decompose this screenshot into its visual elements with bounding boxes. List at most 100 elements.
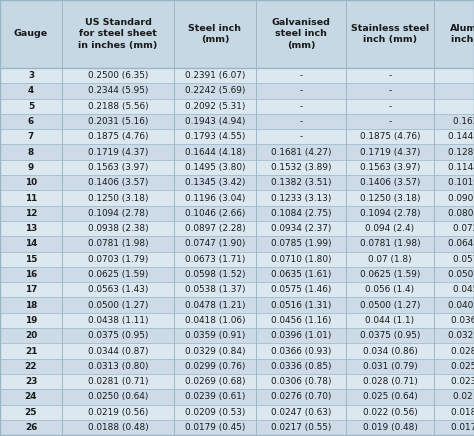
Text: 24: 24 [25,392,37,402]
Text: 0.017 (0.43): 0.017 (0.43) [451,423,474,432]
Text: 0.031 (0.79): 0.031 (0.79) [363,362,418,371]
Text: 0.0563 (1.43): 0.0563 (1.43) [88,285,148,294]
Text: 0.0500 (1.27): 0.0500 (1.27) [360,301,420,310]
Text: 0.1250 (3.18): 0.1250 (3.18) [360,194,420,203]
Bar [346,297,434,313]
Text: 10: 10 [25,178,37,187]
Bar [174,68,256,83]
Text: 0.1719 (4.37): 0.1719 (4.37) [360,148,420,157]
Text: 0.0247 (0.63): 0.0247 (0.63) [271,408,331,417]
Bar [434,0,474,68]
Bar [346,83,434,99]
Bar [346,114,434,129]
Bar [174,160,256,175]
Text: 17: 17 [25,285,37,294]
Text: -: - [300,117,302,126]
Bar [174,420,256,435]
Bar [434,344,474,359]
Bar [256,68,346,83]
Text: 13: 13 [25,224,37,233]
Bar [62,191,174,206]
Text: 0.1250 (3.18): 0.1250 (3.18) [88,194,148,203]
Bar [0,99,62,114]
Text: 0.0907 (2.30): 0.0907 (2.30) [448,194,474,203]
Text: 0.019 (0.48): 0.019 (0.48) [363,423,418,432]
Text: 0.0641 (1.63): 0.0641 (1.63) [448,239,474,249]
Text: 9: 9 [28,163,34,172]
Bar [174,313,256,328]
Bar [346,144,434,160]
Text: 16: 16 [25,270,37,279]
Text: 15: 15 [25,255,37,264]
Text: 0.07 (1.8): 0.07 (1.8) [368,255,412,264]
Text: 0.0366 (0.93): 0.0366 (0.93) [271,347,331,355]
Bar [0,328,62,344]
Bar [0,129,62,144]
Bar [434,206,474,221]
Text: 21: 21 [25,347,37,355]
Bar [174,344,256,359]
Text: 0.0313 (0.80): 0.0313 (0.80) [88,362,148,371]
Bar [174,374,256,389]
Text: 0.1875 (4.76): 0.1875 (4.76) [360,133,420,141]
Bar [346,129,434,144]
Bar [174,389,256,405]
Text: 0.0219 (0.56): 0.0219 (0.56) [88,408,148,417]
Text: 0.1875 (4.76): 0.1875 (4.76) [88,133,148,141]
Text: 0.1681 (4.27): 0.1681 (4.27) [271,148,331,157]
Bar [346,252,434,267]
Bar [256,252,346,267]
Bar [256,282,346,297]
Text: 0.0188 (0.48): 0.0188 (0.48) [88,423,148,432]
Bar [62,252,174,267]
Bar [62,374,174,389]
Bar [62,0,174,68]
Bar [434,374,474,389]
Text: 23: 23 [25,377,37,386]
Text: 0.0336 (0.85): 0.0336 (0.85) [271,362,331,371]
Text: 0.2391 (6.07): 0.2391 (6.07) [185,71,245,80]
Bar [62,389,174,405]
Bar [62,99,174,114]
Text: 7: 7 [28,133,34,141]
Bar [434,297,474,313]
Text: 0.1094 (2.78): 0.1094 (2.78) [360,209,420,218]
Text: 0.0418 (1.06): 0.0418 (1.06) [185,316,245,325]
Bar [62,313,174,328]
Bar [174,191,256,206]
Bar [256,206,346,221]
Bar [434,175,474,191]
Bar [174,267,256,282]
Bar [256,297,346,313]
Bar [434,420,474,435]
Bar [434,191,474,206]
Bar [434,68,474,83]
Bar [256,175,346,191]
Bar [174,206,256,221]
Text: 0.2031 (5.16): 0.2031 (5.16) [88,117,148,126]
Bar [346,405,434,420]
Bar [62,160,174,175]
Text: 0.1046 (2.66): 0.1046 (2.66) [185,209,245,218]
Text: 0.1285 (3.26): 0.1285 (3.26) [448,148,474,157]
Bar [346,344,434,359]
Bar [174,129,256,144]
Bar [62,68,174,83]
Bar [346,160,434,175]
Bar [0,374,62,389]
Text: 0.028 (0.71): 0.028 (0.71) [451,347,474,355]
Bar [346,175,434,191]
Bar [62,267,174,282]
Bar [256,0,346,68]
Bar [434,267,474,282]
Text: 0.2344 (5.95): 0.2344 (5.95) [88,86,148,95]
Text: 5: 5 [28,102,34,111]
Bar [0,267,62,282]
Text: 0.0934 (2.37): 0.0934 (2.37) [271,224,331,233]
Text: 0.1532 (3.89): 0.1532 (3.89) [271,163,331,172]
Text: US Standard
for steel sheet
in inches (mm): US Standard for steel sheet in inches (m… [78,18,158,50]
Bar [0,114,62,129]
Text: 0.1563 (3.97): 0.1563 (3.97) [360,163,420,172]
Text: 0.0508 (1.29): 0.0508 (1.29) [448,270,474,279]
Bar [0,191,62,206]
